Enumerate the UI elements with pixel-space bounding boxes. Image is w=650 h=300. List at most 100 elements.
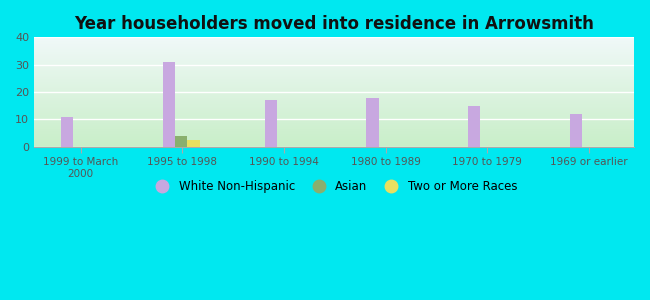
Bar [34, 121, 634, 122]
Bar [34, 64, 634, 65]
Bar [163, 62, 175, 147]
Bar [34, 105, 634, 106]
Bar [34, 86, 634, 87]
Bar [34, 123, 634, 124]
Bar [367, 98, 378, 147]
Bar [34, 112, 634, 113]
Bar [34, 133, 634, 134]
Bar [34, 132, 634, 133]
Bar [34, 93, 634, 94]
Bar [34, 125, 634, 126]
Bar [34, 114, 634, 115]
Bar [34, 42, 634, 43]
Bar [34, 84, 634, 85]
Bar [570, 114, 582, 147]
Bar [34, 130, 634, 131]
Bar [34, 124, 634, 125]
Bar [34, 63, 634, 64]
Bar [34, 49, 634, 50]
Bar [34, 110, 634, 111]
Bar [61, 117, 73, 147]
Bar [175, 136, 187, 147]
Bar [34, 65, 634, 66]
Bar [34, 140, 634, 141]
Bar [34, 87, 634, 88]
Bar [34, 67, 634, 68]
Bar [34, 137, 634, 138]
Bar [34, 41, 634, 42]
Bar [34, 97, 634, 98]
Bar [34, 120, 634, 121]
Bar [34, 139, 634, 140]
Bar [34, 57, 634, 58]
Bar [34, 143, 634, 144]
Bar [34, 79, 634, 80]
Bar [34, 47, 634, 48]
Bar [34, 119, 634, 120]
Bar [34, 39, 634, 40]
Bar [187, 140, 200, 147]
Bar [34, 100, 634, 101]
Bar [265, 100, 277, 147]
Bar [34, 61, 634, 62]
Bar [34, 46, 634, 47]
Bar [34, 50, 634, 51]
Bar [34, 44, 634, 45]
Bar [34, 108, 634, 109]
Bar [34, 56, 634, 57]
Bar [34, 113, 634, 114]
Bar [34, 128, 634, 129]
Bar [34, 71, 634, 72]
Bar [34, 90, 634, 91]
Bar [34, 58, 634, 59]
Bar [34, 146, 634, 147]
Bar [34, 59, 634, 60]
Bar [34, 129, 634, 130]
Bar [34, 45, 634, 46]
Bar [34, 107, 634, 108]
Bar [34, 48, 634, 49]
Bar [34, 62, 634, 63]
Bar [34, 122, 634, 123]
Bar [34, 80, 634, 81]
Bar [34, 94, 634, 95]
Bar [34, 101, 634, 102]
Bar [34, 37, 634, 38]
Bar [34, 74, 634, 75]
Bar [34, 89, 634, 90]
Bar [34, 92, 634, 93]
Bar [34, 141, 634, 142]
Bar [34, 75, 634, 76]
Bar [34, 95, 634, 96]
Bar [34, 78, 634, 79]
Bar [34, 116, 634, 117]
Bar [34, 102, 634, 103]
Bar [34, 135, 634, 136]
Bar [34, 83, 634, 84]
Bar [34, 127, 634, 128]
Bar [34, 81, 634, 82]
Bar [34, 40, 634, 41]
Bar [34, 104, 634, 105]
Bar [34, 66, 634, 67]
Bar [34, 142, 634, 143]
Bar [34, 82, 634, 83]
Bar [34, 88, 634, 89]
Bar [34, 136, 634, 137]
Bar [34, 111, 634, 112]
Bar [34, 52, 634, 53]
Bar [34, 76, 634, 77]
Bar [34, 51, 634, 52]
Bar [34, 118, 634, 119]
Bar [34, 53, 634, 54]
Bar [34, 115, 634, 116]
Legend: White Non-Hispanic, Asian, Two or More Races: White Non-Hispanic, Asian, Two or More R… [146, 175, 522, 198]
Bar [34, 70, 634, 71]
Bar [34, 99, 634, 100]
Bar [34, 145, 634, 146]
Bar [34, 68, 634, 69]
Bar [34, 131, 634, 132]
Bar [34, 134, 634, 135]
Bar [34, 126, 634, 127]
Bar [34, 72, 634, 73]
